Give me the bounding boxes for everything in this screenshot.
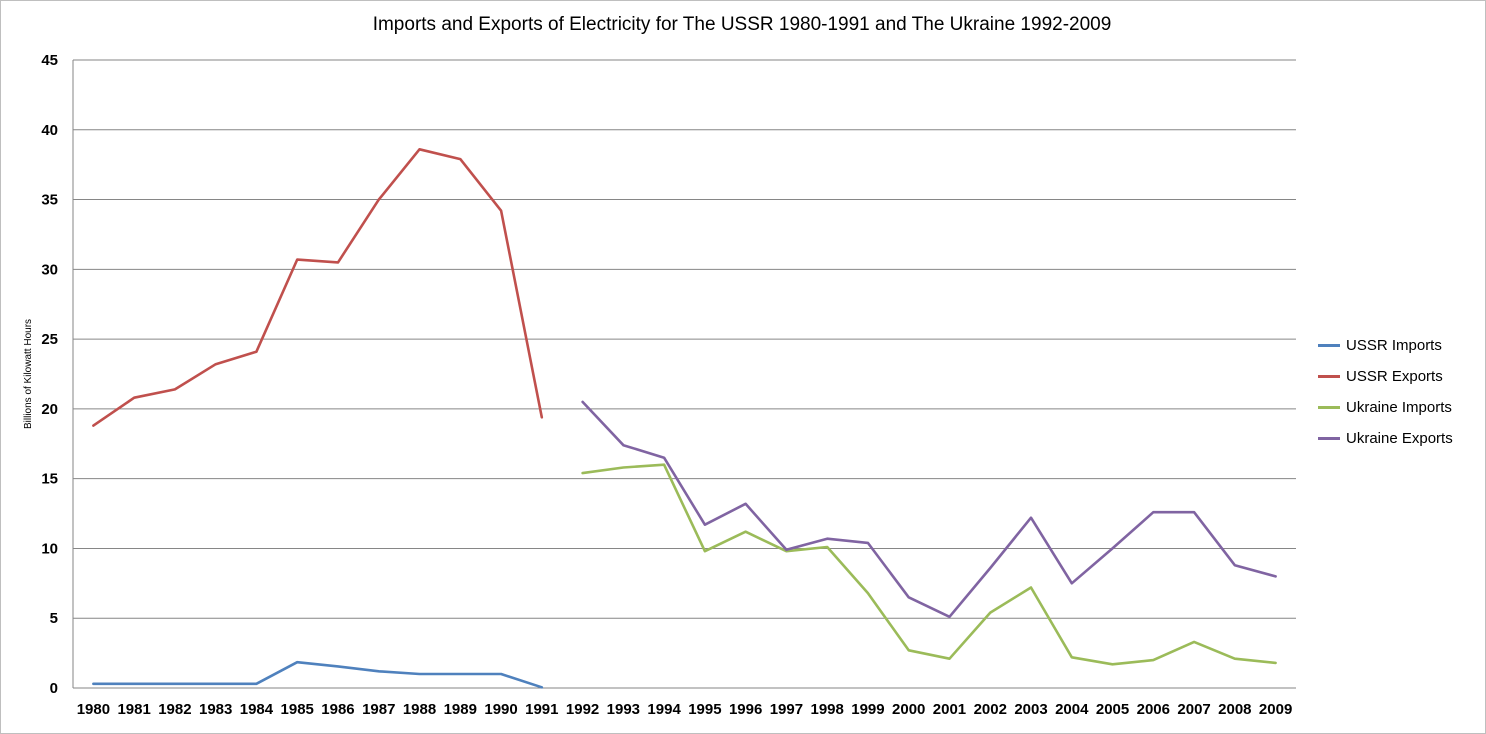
x-tick-label: 1985 [281,701,314,718]
x-tick-label: 1990 [484,701,517,718]
x-tick-label: 1982 [158,701,191,718]
y-tick-label: 20 [41,401,58,418]
legend-swatch [1318,437,1340,440]
series-line-ukraine-exports [581,400,1277,619]
y-tick-label: 25 [41,331,58,348]
x-tick-labels: 1980 1981 1982 1983 1984 1985 1986 1987 1988 1989… [77,701,1293,718]
x-tick-label: 2008 [1218,701,1251,718]
y-axis-label: Billions of Kilowatt Hours [23,319,34,429]
chart-legend: USSR Imports USSR Exports Ukraine Imports U… [1318,330,1453,454]
legend-item: USSR Imports [1318,330,1453,361]
x-tick-label: 2005 [1096,701,1129,718]
x-tick-label: 1995 [688,701,721,718]
y-tick-labels: 0 5 10 15 20 25 30 35 40 45 [41,52,58,697]
x-tick-label: 1981 [117,701,150,718]
legend-item: Ukraine Exports [1318,423,1453,454]
chart-title: Imports and Exports of Electricity for T… [372,14,1112,35]
y-tick-label: 5 [50,610,58,627]
x-tick-label: 1983 [199,701,232,718]
x-tick-label: 2000 [892,701,925,718]
legend-swatch [1318,344,1340,347]
y-tick-label: 10 [41,540,58,557]
x-tick-label: 1993 [607,701,640,718]
x-tick-label: 1991 [525,701,558,718]
series-line-ussr-exports [92,148,544,427]
y-tick-label: 0 [50,680,58,697]
x-tick-label: 1998 [810,701,843,718]
x-tick-label: 1989 [444,701,477,718]
x-tick-label: 2002 [974,701,1007,718]
legend-label: USSR Imports [1346,337,1442,354]
y-tick-label: 30 [41,261,58,278]
x-tick-label: 1999 [851,701,884,718]
x-tick-label: 1984 [240,701,274,718]
legend-label: Ukraine Imports [1346,399,1452,416]
legend-item: Ukraine Imports [1318,392,1453,423]
series-lines [92,148,1277,689]
x-tick-label: 1996 [729,701,762,718]
legend-label: USSR Exports [1346,368,1443,385]
legend-item: USSR Exports [1318,361,1453,392]
x-tick-label: 2007 [1177,701,1210,718]
x-tick-label: 1992 [566,701,599,718]
legend-swatch [1318,406,1340,409]
x-tick-label: 1980 [77,701,110,718]
x-tick-label: 1986 [321,701,354,718]
series-line-ussr-imports [92,660,544,689]
x-tick-label: 2009 [1259,701,1292,718]
x-tick-label: 1997 [770,701,803,718]
x-tick-label: 1987 [362,701,395,718]
y-tick-label: 15 [41,471,58,488]
x-tick-label: 2004 [1055,701,1089,718]
x-tick-label: 2006 [1137,701,1170,718]
y-tick-label: 45 [41,52,58,69]
x-tick-label: 2003 [1014,701,1047,718]
y-tick-label: 40 [41,122,58,139]
series-line-ukraine-imports [581,463,1277,666]
legend-label: Ukraine Exports [1346,430,1453,447]
legend-swatch [1318,375,1340,378]
gridlines [72,59,1296,689]
y-tick-label: 35 [41,192,58,209]
x-tick-label: 1988 [403,701,436,718]
x-tick-label: 1994 [647,701,681,718]
x-tick-label: 2001 [933,701,966,718]
